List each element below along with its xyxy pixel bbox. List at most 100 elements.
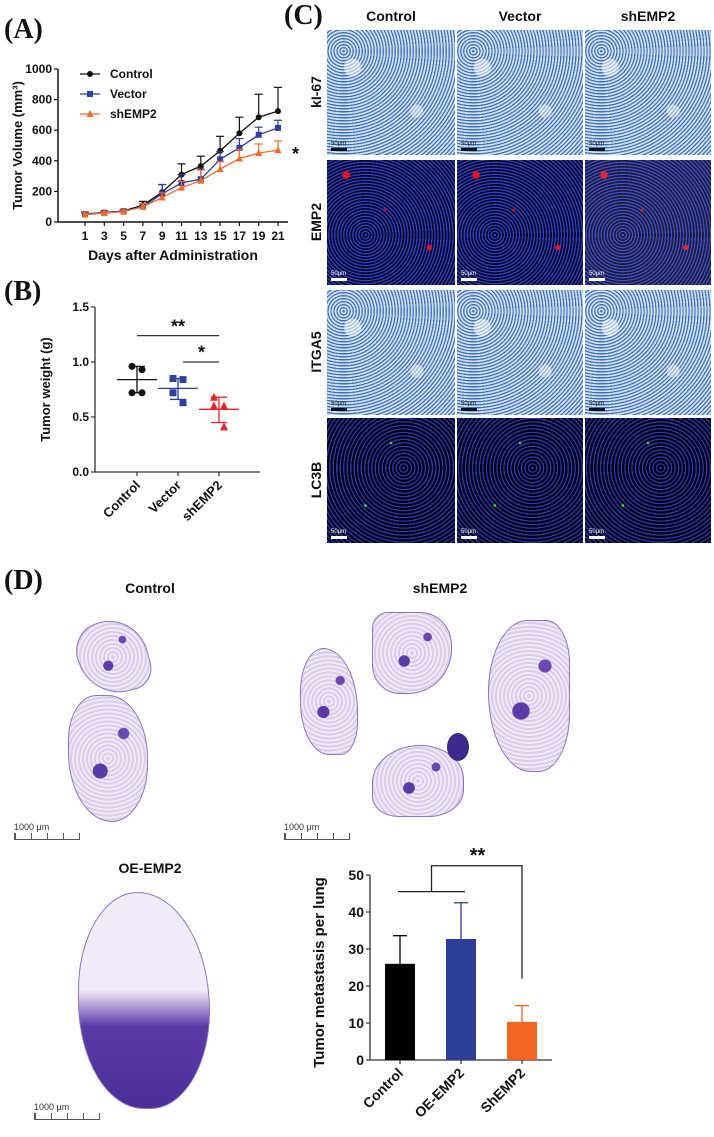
data-point [236,130,243,137]
x-tick-label: OE-EMP2 [411,1065,467,1121]
legend-label-Control: Control [110,67,153,81]
y-tick-label: 400 [32,154,52,168]
data-point [216,165,224,173]
lc3b-control-image: 50μm [327,418,455,543]
oe-emp2-lung [78,892,210,1109]
x-tick-label: shEMP2 [179,478,225,524]
ki67-vector-image: 50μm [457,30,583,155]
x-tick-label: 1 [82,229,89,243]
scale-bar: 50μm [331,529,347,539]
column-title-shemp2: shEMP2 [620,8,676,24]
scale-bar: 50μm [461,401,477,411]
significance-bracket [430,865,523,979]
itga5-shemp2-image: 50μm [585,290,711,415]
data-point [128,389,136,397]
x-tick-label: 3 [101,229,108,243]
scale-bar: 50μm [589,401,605,411]
data-point [100,209,108,217]
y-axis-label: Tumor weight (g) [38,337,53,441]
data-point [197,163,204,170]
x-tick-label: ShEMP2 [477,1065,528,1116]
row-title-itga5: ITGA5 [308,331,324,373]
y-tick-label: 0 [356,1052,364,1068]
data-point [169,389,177,397]
y-tick-label: 1.5 [72,300,89,314]
scale-bar: 1000 μm [284,822,350,840]
data-point [169,375,177,382]
scale-bar: 50μm [331,271,347,281]
data-point [255,131,262,138]
y-tick-label: 1000 [25,62,52,76]
x-tick-label: 13 [194,229,208,243]
lc3b-vector-image: 50μm [457,418,583,543]
control-lung-lobe-upper [69,612,157,702]
metastasis-bar-chart: 0 10 20 30 40 50 Tumor metastasis per lung Cont… [311,845,552,1121]
data-point [255,149,263,157]
data-point [274,146,282,154]
x-tick-label: 5 [120,229,127,243]
y-axis-label: Tumor Volume (mm³) [10,81,25,210]
lc3b-shemp2-image: 50μm [585,418,711,543]
data-point [197,176,205,184]
data-point [236,144,243,151]
data-point [81,210,89,218]
shemp2-lung-lobe-3 [488,620,570,772]
y-tick-label: 1.0 [72,355,89,369]
shemp2-lung-lobe-2 [372,612,452,694]
data-point [178,183,185,191]
x-tick-label: Control [100,478,143,521]
data-point [128,362,136,370]
y-tick-label: 30 [348,941,364,957]
y-tick-label: 10 [348,1015,364,1031]
x-tick-label: 19 [252,229,266,243]
scale-bar: 50μm [331,141,347,151]
panel-label-a: (A) [4,14,43,45]
y-tick-label: 50 [348,867,364,883]
emp2-control-image: 50μm [327,160,455,285]
y-tick-label: 40 [348,904,364,920]
data-point [220,422,228,431]
data-point [217,147,224,154]
itga5-vector-image: 50μm [457,290,583,415]
lung-title-shemp2: shEMP2 [412,580,468,596]
shemp2-lung-lobe-1 [300,648,358,755]
x-tick-label: 9 [159,229,166,243]
x-tick-label: 15 [213,229,227,243]
bar-OE-EMP2 [446,939,476,1060]
data-point [217,156,224,163]
scale-bar: 50μm [461,271,477,281]
y-tick-label: 0.5 [72,410,89,424]
row-title-ki67: kI-67 [308,76,324,108]
data-point [210,392,218,401]
shemp2-lung-lobe-4 [372,745,464,817]
ki67-control-image: 50μm [327,30,455,155]
scale-bar: 50μm [589,529,605,539]
bar-Control [385,963,415,1060]
data-point [179,376,187,384]
y-tick-label: 0 [45,215,52,229]
legend-label-Vector: Vector [110,87,147,101]
scale-bar: 1000 μm [34,1102,100,1120]
scale-bar: 50μm [331,401,347,411]
y-tick-label: 0.0 [72,465,89,479]
x-tick-label: 11 [175,229,188,243]
bar-ShEMP2 [507,1021,537,1060]
significance-marker: ** [171,316,185,336]
x-tick-label: 17 [233,229,247,243]
y-axis-label: Tumor metastasis per lung [311,877,328,1068]
lung-title-control: Control [125,580,175,596]
data-point [86,110,94,117]
data-point [138,366,146,374]
significance-marker: * [292,144,299,164]
scale-bar: 1000 μm [14,822,80,840]
x-tick-label: Control [360,1065,407,1112]
x-tick-label: 7 [140,229,147,243]
data-point [139,202,147,210]
y-tick-label: 200 [32,184,52,198]
emp2-vector-image: 50μm [457,160,583,285]
lung-title-oe-emp2: OE-EMP2 [118,860,182,876]
row-title-lc3b: LC3B [308,461,324,499]
data-point [138,389,146,397]
column-title-control: Control [366,8,416,24]
y-tick-label: 600 [32,123,52,137]
